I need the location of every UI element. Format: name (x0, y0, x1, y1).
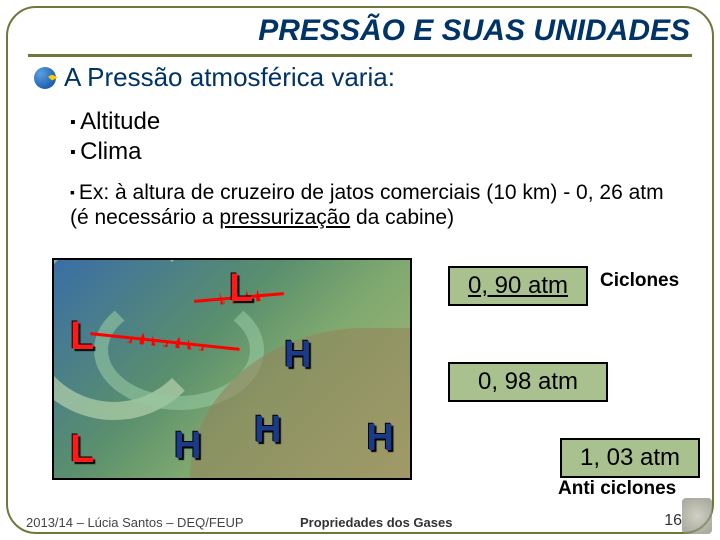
high-pressure-label: H (367, 417, 394, 460)
weather-map: L L L H H H H (52, 258, 412, 480)
page-number: 16 (664, 512, 682, 530)
title-underline (28, 54, 692, 57)
footer-author: 2013/14 – Lúcia Santos – DEQ/FEUP (26, 515, 244, 530)
pressure-box-098: 0, 98 atm (448, 362, 608, 402)
bullet-clima: Clima (70, 138, 160, 166)
ciclones-label: Ciclones (600, 270, 679, 292)
bullet-list-primary: Altitude Clima (70, 108, 160, 168)
bullet-example: Ex: à altura de cruzeiro de jatos comerc… (70, 180, 686, 230)
pressure-box-103: 1, 03 atm (560, 438, 700, 478)
high-pressure-label: H (174, 425, 201, 468)
high-pressure-label: H (254, 409, 281, 452)
low-pressure-label: L (70, 314, 94, 359)
pressure-box-090: 0, 90 atm (448, 266, 588, 306)
footer-subject: Propriedades dos Gases (300, 515, 452, 530)
institution-logo-icon (682, 498, 712, 534)
bullet-altitude: Altitude (70, 108, 160, 136)
subtitle-text: A Pressão atmosférica varia: (64, 62, 395, 93)
subtitle-row: A Pressão atmosférica varia: (34, 62, 395, 93)
low-pressure-label: L (70, 427, 94, 472)
high-pressure-label: H (284, 334, 311, 377)
example-text-underlined: pressurização (219, 206, 350, 229)
anticiclones-label: Anti ciclones (558, 478, 676, 500)
example-text-post: da cabine) (350, 206, 454, 229)
slide-title: PRESSÃO E SUAS UNIDADES (258, 14, 690, 48)
bullet-list-example: Ex: à altura de cruzeiro de jatos comerc… (70, 180, 686, 230)
low-pressure-label: L (229, 266, 253, 311)
globe-icon (34, 67, 56, 89)
